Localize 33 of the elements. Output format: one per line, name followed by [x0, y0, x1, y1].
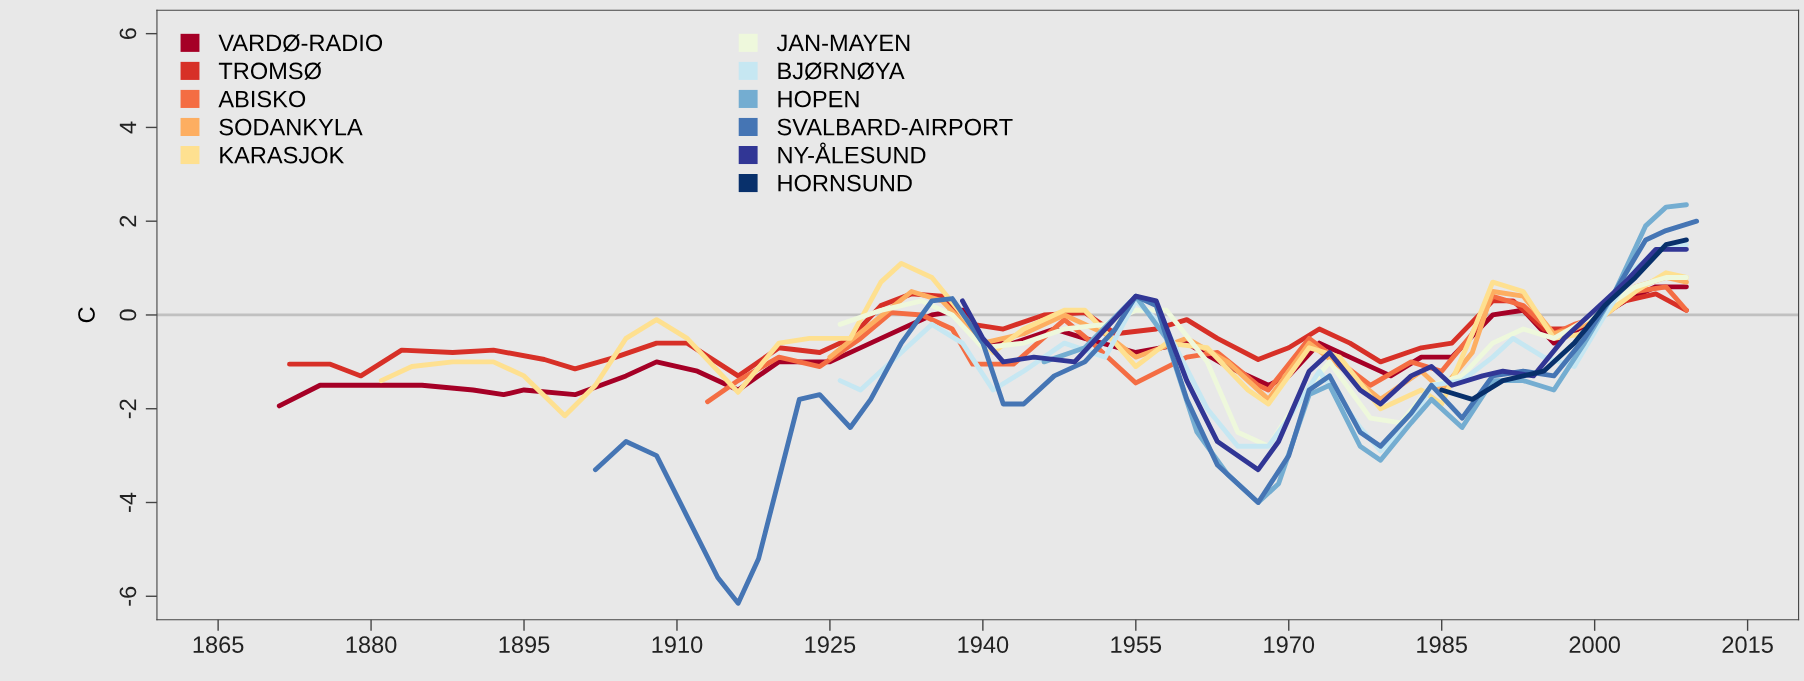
y-tick-label: -2 — [119, 399, 137, 419]
y-tick-label: -6 — [119, 586, 137, 606]
x-tick-label: 1880 — [346, 636, 397, 654]
x-tick-label: 1910 — [652, 636, 703, 654]
legend-label: SODANKYLA — [219, 118, 363, 136]
x-tick-label: 1865 — [193, 636, 244, 654]
x-tick-label: 2015 — [1722, 636, 1773, 654]
y-tick-label: 2 — [119, 215, 137, 227]
line-series — [1439, 237, 1689, 402]
y-tick-label: -4 — [119, 492, 137, 512]
x-tick-label: 1985 — [1417, 636, 1467, 654]
x-tick-label: 1970 — [1264, 636, 1315, 654]
x-tick-label: 2000 — [1569, 636, 1620, 654]
x-tick-label: 1940 — [958, 636, 1009, 654]
line-series — [592, 218, 1700, 606]
legend-label: BJØRNØYA — [778, 62, 905, 80]
legend-label: KARASJOK — [220, 146, 345, 164]
legend-label: JAN-MAYEN — [776, 34, 910, 52]
x-tick-label: 1925 — [805, 636, 856, 654]
y-axis-title: C — [78, 307, 95, 323]
legend-label: ABISKO — [218, 90, 306, 108]
x-tick-label: 1895 — [499, 636, 550, 654]
x-tick-label: 1955 — [1111, 636, 1162, 654]
line-series — [960, 246, 1689, 473]
y-tick-label: 0 — [119, 309, 137, 321]
y-tick-label: 4 — [119, 121, 137, 134]
legend-label: SVALBARD-AIRPORT — [777, 118, 1013, 136]
legend-label: TROMSØ — [218, 62, 322, 80]
legend-label: NY-ÅLESUND — [778, 142, 926, 164]
legend-label: HOPEN — [778, 90, 859, 108]
legend-label: HORNSUND — [778, 174, 912, 192]
y-tick-label: 6 — [119, 28, 137, 40]
legend-label: VARDØ-RADIO — [218, 34, 383, 52]
